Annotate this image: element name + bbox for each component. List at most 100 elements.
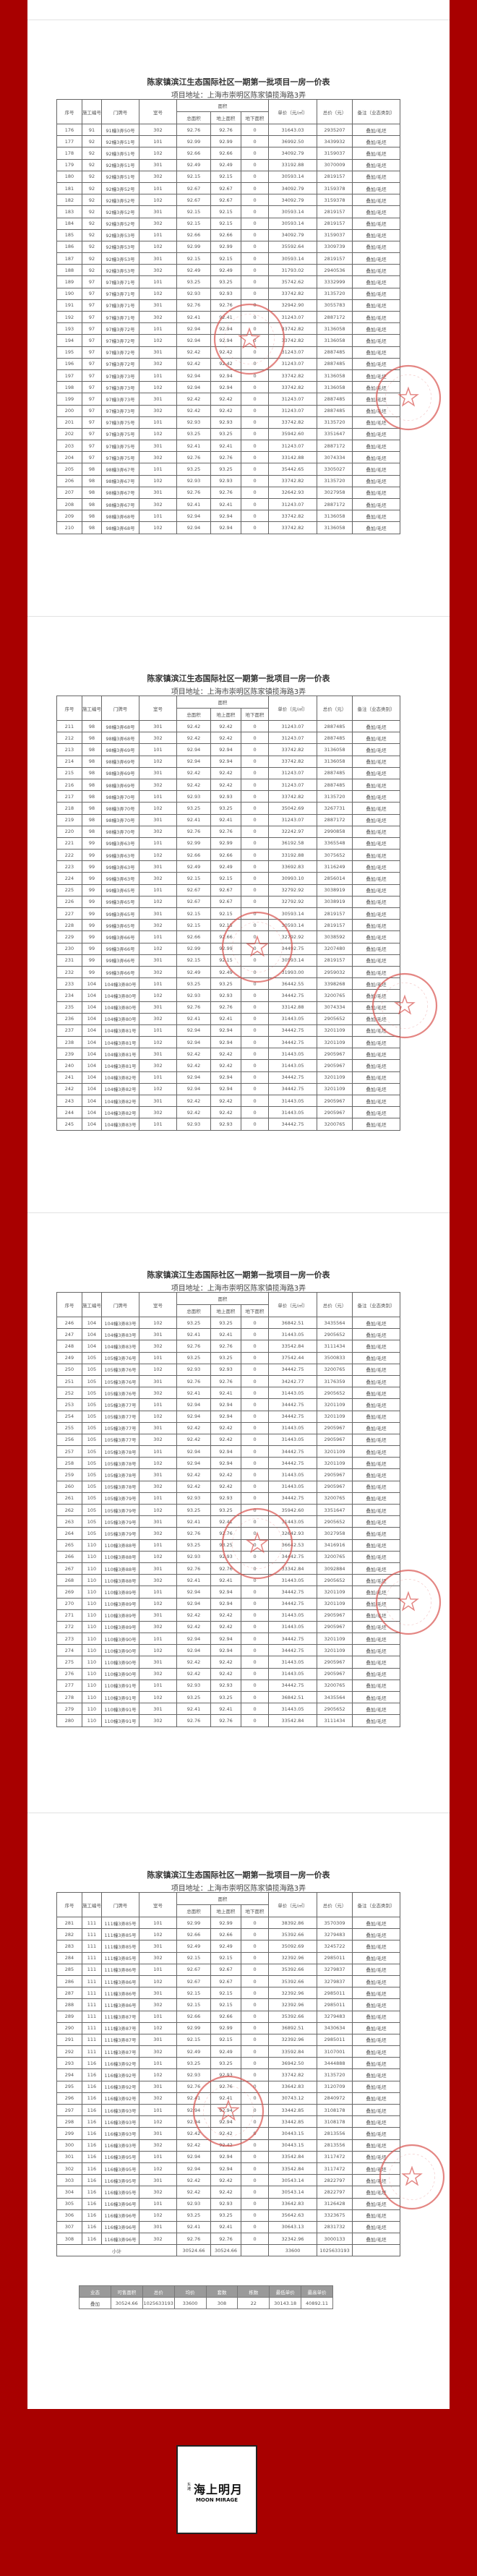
cell-remark: 叠加/毛坯 — [352, 1620, 401, 1634]
cell-door-no: 116幢3弄95号 — [101, 2186, 139, 2199]
table-row: 216 98 98幢3弄69号 302 92.42 92.42 0 31243.07 28874… — [56, 778, 401, 792]
cell-below-ground-area: 0 — [240, 510, 270, 523]
cell-above-ground-area: 92.42 — [210, 778, 241, 792]
summary-header: 栋数 — [237, 2285, 270, 2298]
table-row: 261 105 105幢3弄79号 101 92.93 92.93 0 34442.75 320… — [56, 1492, 401, 1505]
cell-unit-price: 30543.14 — [268, 2186, 318, 2199]
price-list-page: 陈家镇滨江生态国际社区一期第一批项目一房一价表 项目地址：上海市崇明区陈家镇揽海路… — [27, 1813, 450, 2410]
cell-total-area: 92.76 — [176, 2233, 211, 2246]
cell-total-area: 92.93 — [176, 1363, 211, 1376]
cell-total-area: 92.15 — [176, 1987, 211, 2000]
cell-door-no: 97幢3弄71号 — [101, 310, 139, 324]
cell-door-no: 105幢3弄76号 — [101, 1374, 139, 1388]
cell-total-price: 3200765 — [317, 1550, 353, 1563]
cell-total-price: 2813556 — [317, 2139, 353, 2152]
cell-room-no: 101 — [139, 1633, 177, 1646]
cell-building-no: 98 — [82, 802, 102, 815]
cell-total-price: 3430634 — [317, 2021, 353, 2034]
cell-total-price: 3200765 — [317, 1679, 353, 1693]
cell-remark: 叠加/毛坯 — [352, 2033, 401, 2047]
cell-above-ground-area: 92.49 — [210, 2045, 241, 2058]
summary-value: 22 — [237, 2297, 270, 2309]
table-row: 202 97 97幢3弄75号 102 93.25 93.25 0 35942.60 33516… — [56, 427, 401, 441]
table-row: 288 111 111幢3弄86号 302 92.15 92.15 0 32392.96 298… — [56, 1998, 401, 2011]
table-row: 239 104 104幢3弄81号 301 92.42 92.42 0 31443.05 290… — [56, 1048, 401, 1061]
cell-total-price: 3439932 — [317, 135, 353, 148]
cell-seq: 200 — [56, 404, 82, 417]
table-row: 296 116 116幢3弄92号 302 92.41 92.41 0 30743.12 284… — [56, 2092, 401, 2105]
cell-below-ground-area: 0 — [240, 1316, 270, 1330]
cell-room-no: 302 — [139, 1387, 177, 1400]
cell-total-price: 3107001 — [317, 2045, 353, 2058]
cell-door-no: 110幢3弄90号 — [101, 1644, 139, 1657]
cell-above-ground-area: 92.41 — [210, 1012, 241, 1025]
cell-building-no: 111 — [82, 1963, 102, 1976]
cell-seq: 187 — [56, 252, 82, 265]
cell-total-price: 2935207 — [317, 123, 353, 137]
table-row: 178 92 92幢3弄51号 102 92.66 92.66 0 34092.79 31590… — [56, 147, 401, 160]
cell-seq: 196 — [56, 357, 82, 370]
cell-seq: 230 — [56, 942, 82, 955]
cell-below-ground-area: 0 — [240, 416, 270, 429]
column-header-build: 施工编号 — [82, 1892, 102, 1917]
cell-below-ground-area: 0 — [240, 1421, 270, 1434]
cell-room-no: 302 — [139, 1620, 177, 1634]
cell-above-ground-area: 92.15 — [210, 954, 241, 967]
table-row: 209 98 98幢3弄68号 101 92.94 92.94 0 33742.82 31360… — [56, 510, 401, 523]
cell-room-no: 302 — [139, 732, 177, 745]
cell-room-no: 101 — [139, 930, 177, 943]
cell-total-area: 92.42 — [176, 1106, 211, 1119]
table-row: 195 97 97幢3弄72号 301 92.42 92.42 0 31243.07 28874… — [56, 346, 401, 359]
cell-above-ground-area: 92.41 — [210, 1515, 241, 1528]
cell-room-no: 102 — [139, 1082, 177, 1096]
cell-seq: 215 — [56, 766, 82, 779]
cell-unit-price: 33442.85 — [268, 2103, 318, 2117]
cell-total-area: 92.42 — [176, 778, 211, 792]
cell-seq: 184 — [56, 217, 82, 230]
cell-below-ground-area: 0 — [240, 1059, 270, 1072]
cell-above-ground-area: 92.15 — [210, 1998, 241, 2011]
cell-door-no: 104幢3弄81号 — [101, 1059, 139, 1072]
cell-building-no: 104 — [82, 1048, 102, 1061]
cell-remark: 叠加/毛坯 — [352, 1118, 401, 1131]
cell-remark: 叠加/毛坯 — [352, 1351, 401, 1364]
cell-door-no: 116幢3弄96号 — [101, 2220, 139, 2234]
cell-building-no: 97 — [82, 334, 102, 347]
cell-seq: 286 — [56, 1974, 82, 1988]
cell-above-ground-area: 92.42 — [210, 393, 241, 406]
cell-remark: 叠加/毛坯 — [352, 1633, 401, 1646]
table-row: 238 104 104幢3弄81号 102 92.94 92.94 0 34442.75 320… — [56, 1036, 401, 1049]
cell-door-no: 105幢3弄76号 — [101, 1363, 139, 1376]
cell-room-no: 302 — [139, 825, 177, 838]
cell-door-no: 105幢3弄79号 — [101, 1527, 139, 1540]
column-header-room: 室号 — [139, 1292, 177, 1317]
cell-room-no: 102 — [139, 240, 177, 254]
cell-total-area: 93.25 — [176, 2209, 211, 2222]
subtotal-below — [240, 2244, 270, 2257]
cell-above-ground-area: 92.94 — [210, 334, 241, 347]
cell-room-no: 301 — [139, 766, 177, 779]
cell-building-no: 110 — [82, 1620, 102, 1634]
cell-below-ground-area: 0 — [240, 194, 270, 207]
cell-total-area: 92.94 — [176, 334, 211, 347]
cell-room-no: 102 — [139, 2021, 177, 2034]
cell-door-no: 98幢3弄70号 — [101, 802, 139, 815]
cell-remark: 叠加/毛坯 — [352, 1703, 401, 1716]
cell-door-no: 110幢3弄90号 — [101, 1633, 139, 1646]
cell-above-ground-area: 92.76 — [210, 299, 241, 312]
cell-above-ground-area: 92.42 — [210, 2174, 241, 2187]
cell-unit-price: 31243.07 — [268, 778, 318, 792]
cell-room-no: 301 — [139, 813, 177, 826]
cell-room-no: 102 — [139, 1316, 177, 1330]
cell-total-price: 3136058 — [317, 381, 353, 394]
cell-above-ground-area: 92.42 — [210, 766, 241, 779]
cell-building-no: 110 — [82, 1656, 102, 1669]
cell-above-ground-area: 92.94 — [210, 755, 241, 768]
cell-total-area: 92.41 — [176, 497, 211, 511]
cell-building-no: 92 — [82, 252, 102, 265]
cell-above-ground-area: 92.93 — [210, 2197, 241, 2210]
cell-unit-price: 33742.82 — [268, 334, 318, 347]
table-row: 193 97 97幢3弄72号 101 92.94 92.94 0 33742.82 31360… — [56, 322, 401, 335]
cell-total-area: 92.76 — [176, 1374, 211, 1388]
cell-unit-price: 36642.53 — [268, 1539, 318, 1552]
